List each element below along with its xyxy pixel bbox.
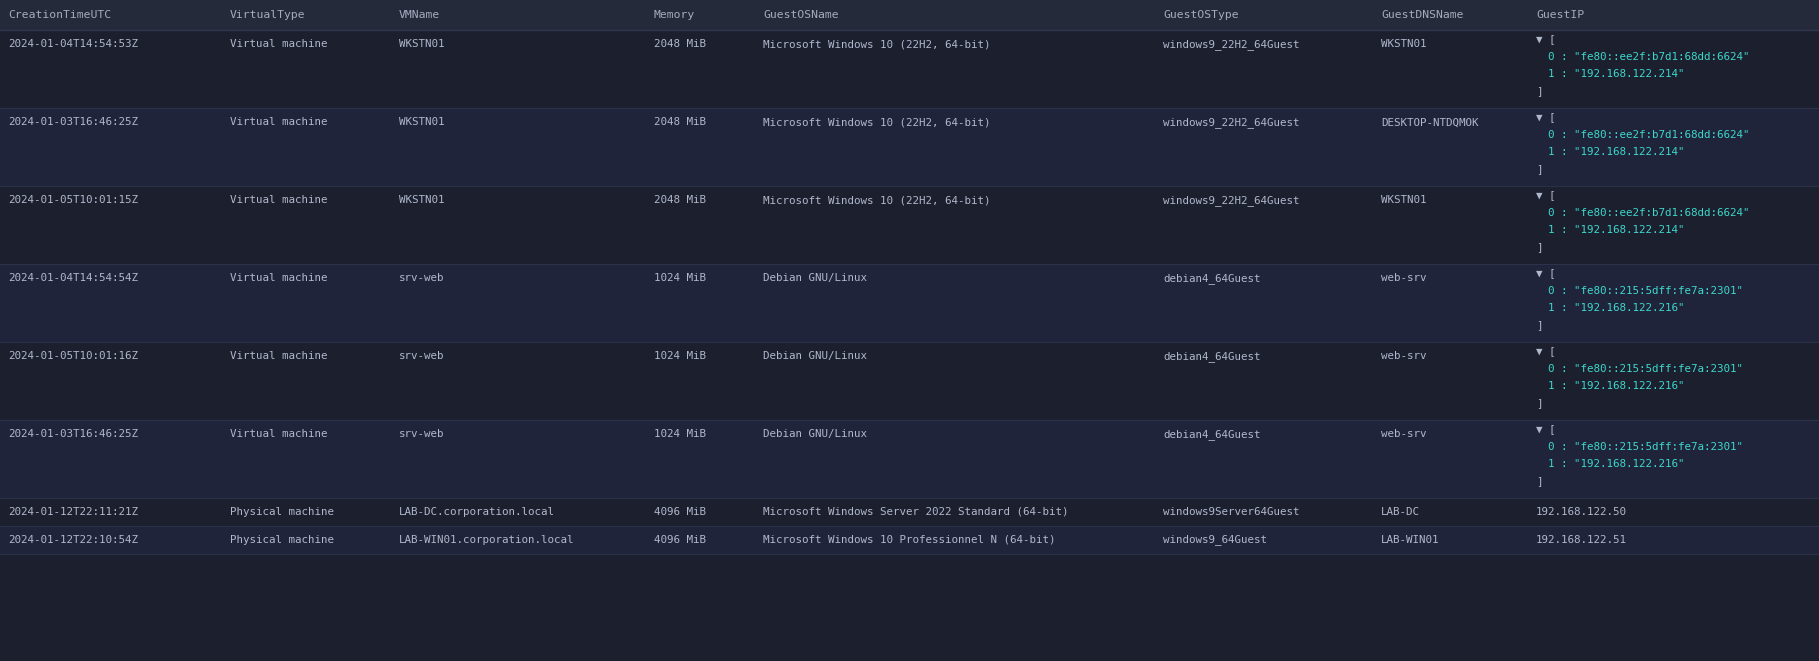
Text: ▼ [: ▼ [ [1535, 190, 1555, 200]
Text: GuestOSName: GuestOSName [762, 10, 839, 20]
Text: 4096 MiB: 4096 MiB [653, 507, 706, 517]
Text: 1024 MiB: 1024 MiB [653, 430, 706, 440]
Text: 0 : "fe80::ee2f:b7d1:68dd:6624": 0 : "fe80::ee2f:b7d1:68dd:6624" [1548, 208, 1750, 217]
Text: 0 : "fe80::215:5dff:fe7a:2301": 0 : "fe80::215:5dff:fe7a:2301" [1548, 442, 1743, 451]
Text: windows9_22H2_64Guest: windows9_22H2_64Guest [1162, 118, 1299, 128]
Text: WKSTN01: WKSTN01 [398, 40, 444, 50]
Text: ]: ] [1535, 164, 1543, 174]
Text: 2024-01-03T16:46:25Z: 2024-01-03T16:46:25Z [7, 430, 138, 440]
Bar [0, 108, 1819, 186]
Text: VirtualType: VirtualType [229, 10, 306, 20]
Text: ]: ] [1535, 86, 1543, 96]
Text: debian4_64Guest: debian4_64Guest [1162, 430, 1261, 440]
Text: ▼ [: ▼ [ [1535, 424, 1555, 434]
Text: windows9Server64Guest: windows9Server64Guest [1162, 507, 1299, 517]
Text: Microsoft Windows 10 Professionnel N (64-bit): Microsoft Windows 10 Professionnel N (64… [762, 535, 1055, 545]
Text: Virtual machine: Virtual machine [229, 196, 327, 206]
Text: ]: ] [1535, 398, 1543, 408]
Text: 1 : "192.168.122.216": 1 : "192.168.122.216" [1548, 459, 1684, 469]
Text: Virtual machine: Virtual machine [229, 352, 327, 362]
Text: LAB-DC: LAB-DC [1381, 507, 1421, 517]
Text: WKSTN01: WKSTN01 [1381, 196, 1426, 206]
Text: 192.168.122.50: 192.168.122.50 [1535, 507, 1626, 517]
Bar [0, 30, 1819, 108]
Text: Microsoft Windows 10 (22H2, 64-bit): Microsoft Windows 10 (22H2, 64-bit) [762, 118, 990, 128]
Bar [0, 498, 1819, 526]
Text: ▼ [: ▼ [ [1535, 112, 1555, 122]
Text: Virtual machine: Virtual machine [229, 274, 327, 284]
Text: LAB-DC.corporation.local: LAB-DC.corporation.local [398, 507, 555, 517]
Text: 2048 MiB: 2048 MiB [653, 196, 706, 206]
Text: 0 : "fe80::ee2f:b7d1:68dd:6624": 0 : "fe80::ee2f:b7d1:68dd:6624" [1548, 52, 1750, 61]
Text: LAB-WIN01: LAB-WIN01 [1381, 535, 1441, 545]
Text: 0 : "fe80::ee2f:b7d1:68dd:6624": 0 : "fe80::ee2f:b7d1:68dd:6624" [1548, 130, 1750, 139]
Text: Microsoft Windows 10 (22H2, 64-bit): Microsoft Windows 10 (22H2, 64-bit) [762, 196, 990, 206]
Text: Debian GNU/Linux: Debian GNU/Linux [762, 274, 868, 284]
Text: web-srv: web-srv [1381, 352, 1426, 362]
Text: web-srv: web-srv [1381, 430, 1426, 440]
Text: Virtual machine: Virtual machine [229, 40, 327, 50]
Text: 1 : "192.168.122.216": 1 : "192.168.122.216" [1548, 381, 1684, 391]
Text: Virtual machine: Virtual machine [229, 430, 327, 440]
Text: srv-web: srv-web [398, 274, 444, 284]
Text: ]: ] [1535, 476, 1543, 486]
Text: 1 : "192.168.122.214": 1 : "192.168.122.214" [1548, 225, 1684, 235]
Text: LAB-WIN01.corporation.local: LAB-WIN01.corporation.local [398, 535, 575, 545]
Text: 0 : "fe80::215:5dff:fe7a:2301": 0 : "fe80::215:5dff:fe7a:2301" [1548, 364, 1743, 373]
Text: WKSTN01: WKSTN01 [1381, 40, 1426, 50]
Text: Microsoft Windows Server 2022 Standard (64-bit): Microsoft Windows Server 2022 Standard (… [762, 507, 1068, 517]
Text: 2024-01-03T16:46:25Z: 2024-01-03T16:46:25Z [7, 118, 138, 128]
Text: GuestDNSName: GuestDNSName [1381, 10, 1464, 20]
Text: windows9_64Guest: windows9_64Guest [1162, 535, 1268, 545]
Text: 1 : "192.168.122.216": 1 : "192.168.122.216" [1548, 303, 1684, 313]
Text: 1 : "192.168.122.214": 1 : "192.168.122.214" [1548, 69, 1684, 79]
Bar [0, 0, 1819, 30]
Text: windows9_22H2_64Guest: windows9_22H2_64Guest [1162, 40, 1299, 50]
Text: VMName: VMName [398, 10, 440, 20]
Text: WKSTN01: WKSTN01 [398, 196, 444, 206]
Bar [0, 342, 1819, 420]
Text: GuestIP: GuestIP [1535, 10, 1584, 20]
Text: Memory: Memory [653, 10, 695, 20]
Text: debian4_64Guest: debian4_64Guest [1162, 274, 1261, 284]
Text: Physical machine: Physical machine [229, 535, 335, 545]
Text: 0 : "fe80::215:5dff:fe7a:2301": 0 : "fe80::215:5dff:fe7a:2301" [1548, 286, 1743, 295]
Text: 2024-01-05T10:01:15Z: 2024-01-05T10:01:15Z [7, 196, 138, 206]
Text: CreationTimeUTC: CreationTimeUTC [7, 10, 111, 20]
Bar [0, 420, 1819, 498]
Bar [0, 264, 1819, 342]
Bar [0, 526, 1819, 554]
Text: Debian GNU/Linux: Debian GNU/Linux [762, 430, 868, 440]
Text: ]: ] [1535, 242, 1543, 252]
Text: srv-web: srv-web [398, 352, 444, 362]
Text: ]: ] [1535, 320, 1543, 330]
Text: ▼ [: ▼ [ [1535, 346, 1555, 356]
Text: 2024-01-05T10:01:16Z: 2024-01-05T10:01:16Z [7, 352, 138, 362]
Text: 2048 MiB: 2048 MiB [653, 118, 706, 128]
Text: Physical machine: Physical machine [229, 507, 335, 517]
Text: 1 : "192.168.122.214": 1 : "192.168.122.214" [1548, 147, 1684, 157]
Text: srv-web: srv-web [398, 430, 444, 440]
Text: ▼ [: ▼ [ [1535, 268, 1555, 278]
Text: 2048 MiB: 2048 MiB [653, 40, 706, 50]
Text: Microsoft Windows 10 (22H2, 64-bit): Microsoft Windows 10 (22H2, 64-bit) [762, 40, 990, 50]
Text: DESKTOP-NTDQMOK: DESKTOP-NTDQMOK [1381, 118, 1479, 128]
Text: 4096 MiB: 4096 MiB [653, 535, 706, 545]
Text: 2024-01-04T14:54:53Z: 2024-01-04T14:54:53Z [7, 40, 138, 50]
Text: Debian GNU/Linux: Debian GNU/Linux [762, 352, 868, 362]
Text: GuestOSType: GuestOSType [1162, 10, 1239, 20]
Text: 2024-01-12T22:11:21Z: 2024-01-12T22:11:21Z [7, 507, 138, 517]
Text: web-srv: web-srv [1381, 274, 1426, 284]
Text: debian4_64Guest: debian4_64Guest [1162, 352, 1261, 362]
Text: 1024 MiB: 1024 MiB [653, 352, 706, 362]
Bar [0, 186, 1819, 264]
Text: 2024-01-12T22:10:54Z: 2024-01-12T22:10:54Z [7, 535, 138, 545]
Text: WKSTN01: WKSTN01 [398, 118, 444, 128]
Text: windows9_22H2_64Guest: windows9_22H2_64Guest [1162, 196, 1299, 206]
Text: ▼ [: ▼ [ [1535, 34, 1555, 44]
Text: 2024-01-04T14:54:54Z: 2024-01-04T14:54:54Z [7, 274, 138, 284]
Text: 1024 MiB: 1024 MiB [653, 274, 706, 284]
Text: 192.168.122.51: 192.168.122.51 [1535, 535, 1626, 545]
Text: Virtual machine: Virtual machine [229, 118, 327, 128]
